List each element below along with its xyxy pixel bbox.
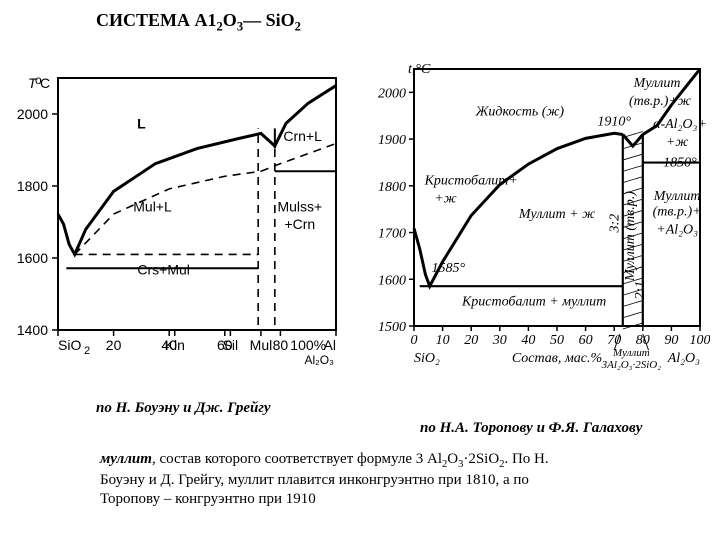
svg-text:t,°C: t,°C bbox=[408, 62, 431, 77]
svg-text:+ж: +ж bbox=[434, 192, 456, 207]
left-phase-diagram: 1400160018002000ToC20406080SiO2AlAl₂O₃10… bbox=[10, 60, 350, 370]
svg-text:+Crn: +Crn bbox=[284, 216, 315, 232]
svg-text:Кристобалит+: Кристобалит+ bbox=[424, 174, 518, 189]
svg-text:Состав, мас.%: Состав, мас.% bbox=[512, 351, 602, 366]
svg-text:1600: 1600 bbox=[378, 273, 406, 288]
svg-text:10: 10 bbox=[436, 333, 450, 348]
svg-text:Mul+L: Mul+L bbox=[133, 199, 172, 215]
svg-text:1600: 1600 bbox=[17, 250, 48, 266]
svg-text:SiO: SiO bbox=[58, 337, 81, 353]
svg-text:100: 100 bbox=[690, 333, 711, 348]
svg-text:Муллит: Муллит bbox=[612, 347, 650, 359]
svg-text:1585°: 1585° bbox=[432, 261, 466, 276]
svg-text:+Al₂O₃: +Al₂O₃ bbox=[656, 222, 698, 237]
svg-text:2000: 2000 bbox=[17, 106, 48, 122]
description-paragraph: муллит, состав которого соответствует фо… bbox=[100, 450, 560, 509]
svg-text:30: 30 bbox=[492, 333, 507, 348]
svg-text:Crn+L: Crn+L bbox=[283, 128, 322, 144]
paragraph-body: , состав которого соответствует формуле … bbox=[100, 451, 549, 507]
svg-text:3Al₂O₃·2SiO₂: 3Al₂O₃·2SiO₂ bbox=[601, 359, 662, 371]
svg-text:(тв.р.)+: (тв.р.)+ bbox=[653, 204, 702, 219]
svg-text:1800: 1800 bbox=[17, 178, 48, 194]
svg-text:90: 90 bbox=[664, 333, 678, 348]
svg-text:100%: 100% bbox=[290, 337, 326, 353]
svg-text:40: 40 bbox=[521, 333, 535, 348]
svg-text:Муллит: Муллит bbox=[633, 76, 681, 91]
svg-text:20: 20 bbox=[464, 333, 478, 348]
page-title: СИСТЕМА A12O3— SiO2 bbox=[96, 10, 301, 35]
svg-text:1850°: 1850° bbox=[663, 156, 697, 171]
svg-text:Кристобалит + муллит: Кристобалит + муллит bbox=[461, 294, 606, 309]
svg-text:Crs+Mul: Crs+Mul bbox=[137, 262, 190, 278]
svg-text:2000: 2000 bbox=[378, 86, 406, 101]
svg-text:3:2: 3:2 bbox=[607, 214, 622, 234]
right-phase-diagram: 1500 1600 1700 1800 1900 2000t,°C 0 10 20 30 40 50 6… bbox=[370, 55, 710, 380]
svg-text:Mulss+: Mulss+ bbox=[277, 199, 322, 215]
svg-text:SiO₂: SiO₂ bbox=[414, 351, 440, 366]
svg-text:20: 20 bbox=[106, 337, 122, 353]
svg-text:2:1: 2:1 bbox=[633, 281, 648, 300]
svg-text:50: 50 bbox=[550, 333, 564, 348]
caption-right: по Н.А. Торопову и Ф.Я. Галахову bbox=[420, 420, 642, 437]
svg-text:1700: 1700 bbox=[378, 227, 406, 242]
svg-text:Mul: Mul bbox=[250, 337, 273, 353]
svg-text:(тв.р.)+ж: (тв.р.)+ж bbox=[629, 94, 691, 109]
svg-text:Жидкость (ж): Жидкость (ж) bbox=[475, 104, 565, 119]
svg-text:L: L bbox=[137, 115, 146, 131]
svg-text:Муллит + ж: Муллит + ж bbox=[518, 207, 595, 222]
svg-text:C: C bbox=[40, 75, 50, 91]
svg-text:1910°: 1910° bbox=[597, 115, 631, 130]
svg-text:1800: 1800 bbox=[378, 180, 406, 195]
svg-text:0: 0 bbox=[411, 333, 418, 348]
svg-text:1500: 1500 bbox=[378, 320, 406, 335]
svg-text:Kln: Kln bbox=[165, 337, 185, 353]
svg-text:1400: 1400 bbox=[17, 322, 48, 338]
lead-word: муллит bbox=[100, 451, 152, 467]
svg-text:2: 2 bbox=[84, 345, 90, 357]
svg-text:60: 60 bbox=[579, 333, 593, 348]
svg-text:+ж: +ж bbox=[666, 135, 688, 150]
svg-text:1900: 1900 bbox=[378, 133, 406, 148]
caption-left: по Н. Боуэну и Дж. Грейгу bbox=[96, 400, 271, 417]
svg-text:Муллит: Муллит bbox=[653, 189, 701, 204]
svg-text:Al₂O₃: Al₂O₃ bbox=[304, 353, 334, 367]
svg-text:Al₂O₃: Al₂O₃ bbox=[667, 351, 700, 366]
svg-text:Sil: Sil bbox=[223, 337, 239, 353]
svg-text:80: 80 bbox=[273, 337, 289, 353]
svg-text:α-Al₂O₃+: α-Al₂O₃+ bbox=[653, 117, 707, 132]
svg-text:Муллит (тв.р.): Муллит (тв.р.) bbox=[623, 191, 638, 282]
